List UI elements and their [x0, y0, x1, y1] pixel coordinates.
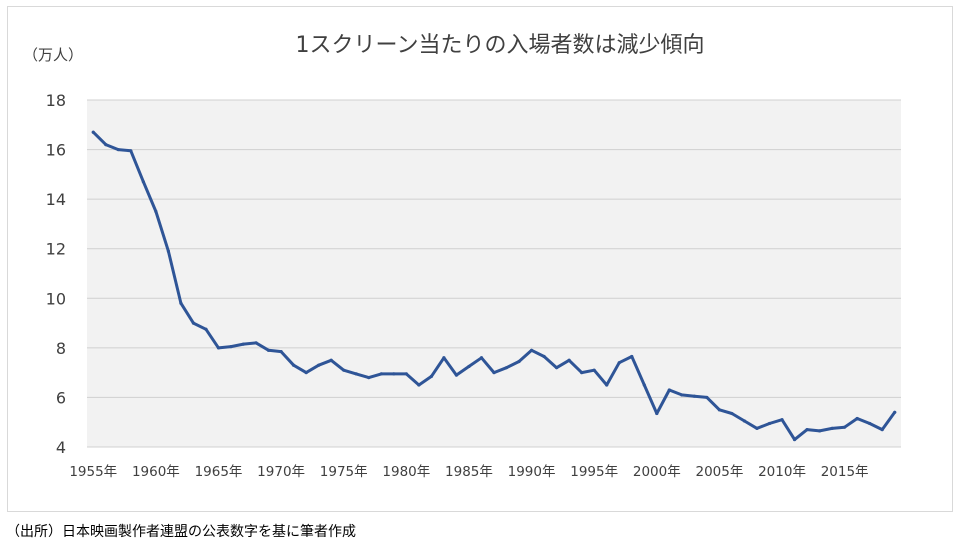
data-point	[166, 249, 170, 253]
data-point	[317, 363, 321, 367]
x-tick-label: 1990年	[508, 464, 556, 480]
data-point	[755, 426, 759, 431]
data-point	[655, 411, 659, 416]
data-point	[492, 371, 496, 375]
x-tick-label: 2015年	[821, 464, 869, 480]
data-point	[191, 321, 196, 325]
data-point	[792, 437, 797, 442]
data-point	[429, 374, 433, 378]
data-point	[542, 354, 546, 359]
x-tick-label: 1965年	[195, 464, 243, 480]
data-point	[392, 372, 396, 376]
data-point	[404, 372, 408, 376]
x-tick-label: 2000年	[633, 464, 681, 480]
data-point	[529, 348, 534, 352]
data-point	[868, 421, 872, 426]
x-tick-label: 1995年	[570, 464, 618, 480]
gridlines	[87, 99, 901, 448]
data-point	[229, 345, 233, 349]
data-point	[580, 371, 584, 375]
data-point	[692, 394, 696, 398]
data-point	[567, 358, 571, 362]
data-point	[254, 341, 258, 345]
x-tick-label: 2005年	[695, 464, 743, 480]
data-point	[767, 421, 772, 426]
data-point	[342, 368, 346, 372]
y-tick-label: 16	[46, 141, 66, 160]
data-point	[91, 130, 95, 134]
data-point	[605, 383, 609, 387]
data-point	[116, 147, 120, 152]
data-point	[805, 428, 809, 432]
data-point	[241, 342, 246, 346]
y-tick-label: 8	[56, 339, 66, 358]
unit-label: （万人）	[23, 46, 83, 64]
data-point	[266, 348, 271, 352]
data-point	[592, 368, 596, 372]
data-point	[467, 364, 471, 369]
data-point	[104, 143, 108, 147]
data-point	[893, 410, 897, 414]
data-point	[479, 356, 484, 360]
data-point	[216, 346, 221, 350]
x-axis-ticks: 1955年 1960年 1965年 1970年 1975年 1980年 1985年 1990年…	[69, 464, 868, 480]
x-tick-label: 1975年	[320, 464, 368, 480]
data-point	[379, 372, 383, 376]
data-point	[680, 393, 684, 397]
x-tick-label: 1985年	[445, 464, 493, 480]
data-point	[667, 388, 671, 392]
data-point	[642, 383, 646, 387]
data-point	[129, 149, 133, 153]
data-point	[843, 425, 847, 429]
data-point	[504, 366, 509, 370]
y-tick-label: 6	[56, 388, 66, 407]
data-point	[717, 408, 722, 412]
chart-title: 1スクリーン当たりの入場者数は減少傾向	[296, 33, 705, 58]
data-point	[154, 209, 158, 214]
data-point	[354, 372, 358, 376]
data-point	[417, 383, 421, 387]
data-point	[880, 428, 884, 432]
series-group	[91, 130, 897, 442]
plot-area	[87, 100, 901, 447]
data-point	[705, 395, 709, 400]
data-point	[818, 429, 822, 433]
data-point	[730, 411, 734, 416]
data-point	[855, 416, 859, 421]
data-point	[617, 361, 621, 365]
x-tick-label: 2010年	[758, 464, 806, 480]
data-point	[292, 363, 296, 367]
data-point	[630, 354, 634, 359]
data-point	[454, 373, 459, 377]
x-tick-label: 1980年	[382, 464, 430, 480]
y-tick-label: 4	[56, 438, 66, 457]
data-point	[442, 356, 446, 360]
data-point	[367, 376, 371, 380]
x-tick-label: 1960年	[132, 464, 180, 480]
y-tick-label: 18	[46, 91, 66, 110]
x-tick-label: 1955年	[69, 464, 117, 480]
data-point	[329, 358, 333, 362]
y-tick-label: 14	[46, 190, 66, 209]
y-tick-label: 10	[46, 289, 66, 308]
data-point	[830, 426, 834, 431]
data-point	[204, 327, 208, 331]
source-note: （出所）日本映画製作者連盟の公表数字を基に筆者作成	[6, 524, 356, 540]
data-point	[279, 349, 283, 354]
y-tick-label: 12	[46, 240, 66, 259]
data-point	[742, 419, 747, 423]
data-point	[555, 366, 559, 370]
data-point	[304, 371, 308, 375]
data-point	[517, 359, 521, 364]
y-axis-ticks: 4 6 8 10 12 14 16 18	[46, 91, 66, 457]
data-point	[780, 418, 784, 422]
x-tick-label: 1970年	[257, 464, 305, 480]
data-point	[179, 301, 183, 305]
data-point	[141, 180, 145, 184]
